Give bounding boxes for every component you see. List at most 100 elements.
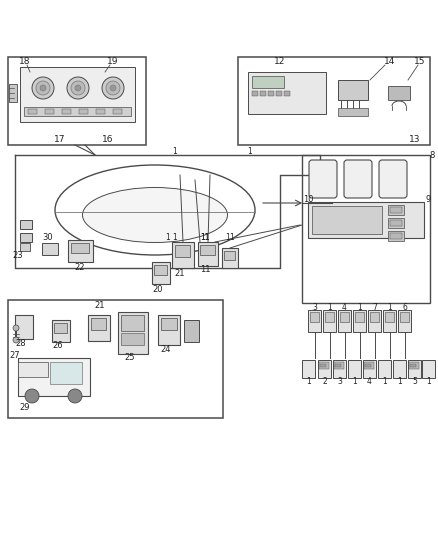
Text: 4: 4 bbox=[342, 303, 347, 311]
Text: 8: 8 bbox=[429, 150, 434, 159]
Bar bbox=[158, 315, 180, 345]
Bar bbox=[121, 315, 144, 331]
Circle shape bbox=[67, 77, 89, 99]
Text: 1: 1 bbox=[327, 303, 332, 311]
Bar bbox=[88, 315, 110, 341]
Bar bbox=[400, 312, 409, 322]
Text: 1: 1 bbox=[397, 377, 402, 386]
Bar bbox=[383, 310, 396, 332]
Bar bbox=[24, 107, 131, 116]
Text: 1: 1 bbox=[306, 377, 311, 386]
Circle shape bbox=[13, 325, 19, 331]
Bar bbox=[355, 312, 364, 322]
Text: 27: 27 bbox=[10, 351, 20, 360]
Bar bbox=[198, 242, 218, 266]
Text: 10: 10 bbox=[303, 196, 313, 205]
Bar bbox=[388, 218, 404, 228]
Text: 21: 21 bbox=[175, 269, 185, 278]
Text: 1: 1 bbox=[247, 148, 252, 157]
Circle shape bbox=[106, 81, 120, 95]
Bar bbox=[268, 91, 274, 96]
Bar bbox=[252, 91, 258, 96]
Circle shape bbox=[32, 77, 54, 99]
Text: 3: 3 bbox=[337, 377, 342, 386]
FancyBboxPatch shape bbox=[309, 160, 337, 198]
Bar bbox=[20, 220, 32, 229]
Bar bbox=[45, 109, 54, 114]
Bar bbox=[175, 245, 190, 257]
Bar bbox=[308, 202, 424, 238]
Text: 5: 5 bbox=[412, 377, 417, 386]
Text: 11: 11 bbox=[200, 265, 210, 274]
Bar bbox=[363, 360, 376, 378]
Bar bbox=[302, 360, 315, 378]
Bar bbox=[276, 91, 282, 96]
Bar bbox=[335, 364, 341, 367]
Bar bbox=[302, 155, 430, 303]
Bar bbox=[368, 310, 381, 332]
Text: 3: 3 bbox=[312, 303, 317, 311]
Text: 15: 15 bbox=[414, 58, 426, 67]
Text: 1: 1 bbox=[173, 148, 177, 157]
Bar bbox=[390, 233, 402, 239]
Text: 13: 13 bbox=[409, 135, 421, 144]
Circle shape bbox=[71, 81, 85, 95]
Text: 22: 22 bbox=[75, 262, 85, 271]
Bar bbox=[338, 108, 368, 116]
Bar bbox=[338, 310, 351, 332]
Text: 6: 6 bbox=[402, 303, 407, 311]
Text: 23: 23 bbox=[13, 252, 23, 261]
Bar bbox=[388, 231, 404, 241]
Bar bbox=[154, 265, 167, 275]
Text: 7: 7 bbox=[372, 303, 377, 311]
Bar bbox=[8, 57, 146, 145]
Text: 1: 1 bbox=[230, 233, 234, 243]
Ellipse shape bbox=[82, 188, 227, 243]
Bar bbox=[252, 76, 284, 88]
Circle shape bbox=[75, 85, 81, 91]
Bar bbox=[68, 240, 93, 262]
Bar bbox=[152, 262, 170, 284]
Bar bbox=[390, 220, 402, 226]
Text: 29: 29 bbox=[20, 402, 30, 411]
Bar bbox=[260, 91, 266, 96]
Bar bbox=[388, 86, 410, 100]
Bar bbox=[422, 360, 435, 378]
Bar bbox=[409, 362, 419, 369]
Bar bbox=[200, 245, 215, 255]
Bar bbox=[121, 333, 144, 345]
Bar bbox=[310, 312, 319, 322]
Text: 1: 1 bbox=[226, 233, 230, 243]
Text: 1: 1 bbox=[352, 377, 357, 386]
Bar bbox=[398, 310, 411, 332]
Circle shape bbox=[40, 85, 46, 91]
Bar bbox=[238, 57, 430, 145]
Text: 17: 17 bbox=[54, 135, 66, 144]
Bar bbox=[318, 360, 331, 378]
Bar bbox=[42, 243, 58, 255]
Bar bbox=[96, 109, 105, 114]
Bar bbox=[308, 310, 321, 332]
Text: 1: 1 bbox=[382, 377, 387, 386]
Text: 30: 30 bbox=[42, 233, 53, 243]
Bar bbox=[184, 320, 199, 342]
Circle shape bbox=[110, 85, 116, 91]
Text: 11: 11 bbox=[200, 233, 210, 243]
FancyBboxPatch shape bbox=[379, 160, 407, 198]
Bar bbox=[71, 243, 89, 253]
Bar bbox=[91, 318, 106, 330]
Bar bbox=[312, 206, 382, 234]
Text: 9: 9 bbox=[425, 196, 431, 205]
Text: 25: 25 bbox=[125, 353, 135, 362]
Bar bbox=[20, 243, 30, 251]
Bar bbox=[9, 84, 17, 102]
Bar bbox=[378, 360, 391, 378]
Bar bbox=[284, 91, 290, 96]
Text: 28: 28 bbox=[16, 340, 26, 349]
Circle shape bbox=[25, 389, 39, 403]
Bar bbox=[340, 312, 349, 322]
Circle shape bbox=[102, 77, 124, 99]
Text: 14: 14 bbox=[384, 58, 396, 67]
Bar bbox=[8, 300, 223, 418]
Bar bbox=[161, 318, 177, 330]
